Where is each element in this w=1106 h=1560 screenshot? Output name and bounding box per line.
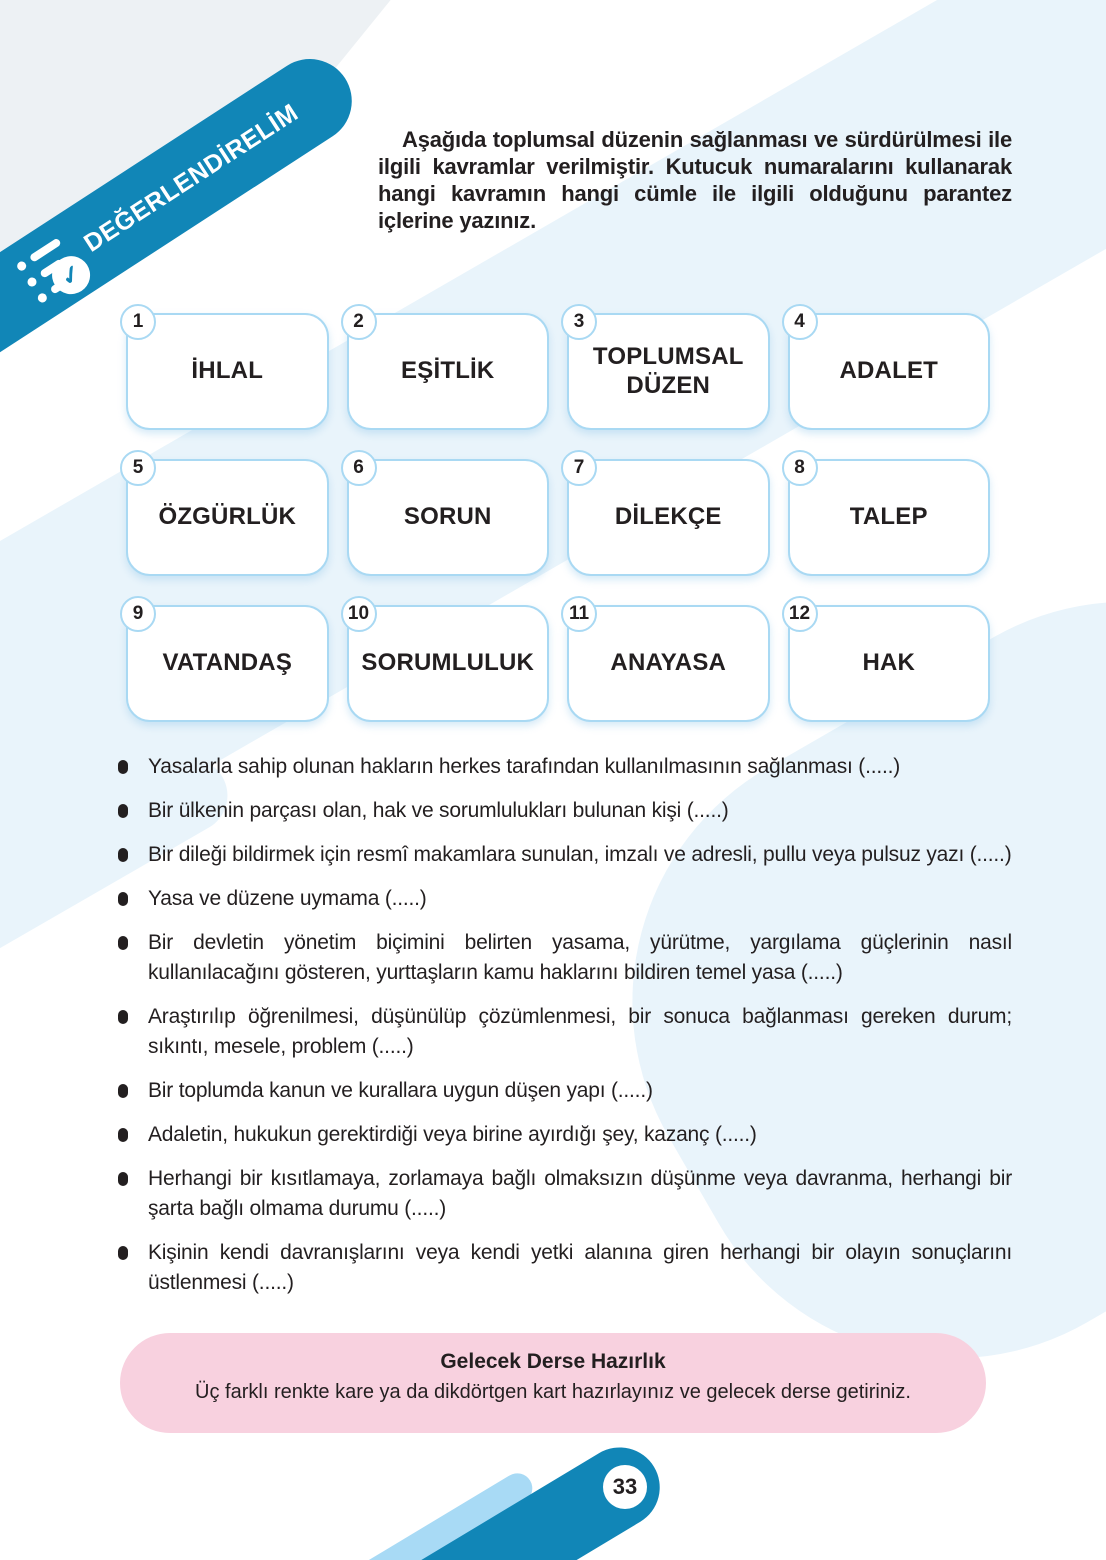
card-number-badge: 3: [561, 304, 597, 340]
concept-card-6: 6 SORUN: [340, 450, 549, 576]
instruction-paragraph: Aşağıda toplumsal düzenin sağlanması ve …: [378, 127, 1012, 233]
card-label: SORUMLULUK: [361, 649, 535, 677]
definition-text: Yasa ve düzene uymama (.....): [148, 887, 427, 910]
concept-card-1: 1 İHLAL: [120, 304, 329, 430]
card-label: VATANDAŞ: [162, 649, 293, 677]
definition-item: Bir ülkenin parçası olan, hak ve sorumlu…: [118, 796, 1012, 826]
definition-item: Yasalarla sahip olunan hakların herkes t…: [118, 752, 1012, 782]
checklist-check-icon: ✓: [13, 232, 98, 307]
concept-card-9: 9 VATANDAŞ: [120, 596, 329, 722]
card-label: TALEP: [849, 503, 928, 531]
definition-text: Adaletin, hukukun gerektirdiği veya biri…: [148, 1123, 757, 1146]
next-lesson-prep-box: Gelecek Derse Hazırlık Üç farklı renkte …: [120, 1333, 986, 1433]
definition-text: Bir dileği bildirmek için resmî makamlar…: [148, 843, 1012, 866]
card-number-badge: 10: [340, 596, 377, 632]
card-number-badge: 12: [781, 596, 818, 632]
card-number-badge: 1: [120, 304, 156, 340]
definition-item: Herhangi bir kısıtlamaya, zorlamaya bağl…: [118, 1164, 1012, 1224]
concept-card-5: 5 ÖZGÜRLÜK: [120, 450, 329, 576]
card-number-badge: 6: [340, 450, 377, 486]
card-label: ANAYASA: [610, 649, 727, 677]
concept-card-grid: 1 İHLAL 2 EŞİTLİK 3 TOPLUMSAL DÜZEN 4 AD…: [120, 304, 990, 722]
card-label: DİLEKÇE: [614, 503, 722, 531]
definition-text: Bir ülkenin parçası olan, hak ve sorumlu…: [148, 799, 729, 822]
definition-text: Kişinin kendi davranışlarını veya kendi …: [148, 1241, 1012, 1294]
card-number-badge: 8: [781, 450, 818, 486]
card-number-badge: 7: [561, 450, 597, 486]
bullet-dot: [118, 1128, 128, 1142]
prep-box-text: Üç farklı renkte kare ya da dikdörtgen k…: [195, 1381, 911, 1403]
definition-item: Bir dileği bildirmek için resmî makamlar…: [118, 840, 1012, 870]
definition-text: Bir toplumda kanun ve kurallara uygun dü…: [148, 1079, 653, 1102]
definition-item: Bir devletin yönetim biçimini belirten y…: [118, 928, 1012, 988]
bullet-dot: [118, 1246, 128, 1260]
card-label: SORUN: [403, 503, 492, 531]
card-label: ÖZGÜRLÜK: [158, 503, 297, 531]
concept-card-10: 10 SORUMLULUK: [340, 596, 549, 722]
card-number-badge: 11: [561, 596, 597, 632]
card-label: EŞİTLİK: [401, 357, 495, 385]
page-number: 33: [603, 1465, 647, 1509]
concept-card-8: 8 TALEP: [781, 450, 990, 576]
definition-text: Araştırılıp öğrenilmesi, düşünülüp çözüm…: [148, 1005, 1012, 1058]
card-number-badge: 2: [340, 304, 377, 340]
definition-text: Herhangi bir kısıtlamaya, zorlamaya bağl…: [148, 1167, 1012, 1220]
concept-card-11: 11 ANAYASA: [561, 596, 770, 722]
card-label: TOPLUMSAL DÜZEN: [592, 342, 744, 399]
definition-item: Kişinin kendi davranışlarını veya kendi …: [118, 1238, 1012, 1298]
bullet-dot: [118, 848, 128, 862]
prep-box-title: Gelecek Derse Hazırlık: [440, 1350, 666, 1373]
definition-text: Bir devletin yönetim biçimini belirten y…: [148, 931, 1012, 984]
definition-item: Yasa ve düzene uymama (.....): [118, 884, 1012, 914]
bullet-dot: [118, 760, 128, 774]
definition-item: Adaletin, hukukun gerektirdiği veya biri…: [118, 1120, 1012, 1150]
card-label: İHLAL: [191, 357, 264, 385]
card-number-badge: 4: [781, 304, 818, 340]
definition-list: Yasalarla sahip olunan hakların herkes t…: [118, 752, 1012, 1312]
bullet-dot: [118, 1172, 128, 1186]
check-icon: ✓: [44, 248, 98, 302]
card-label: ADALET: [839, 357, 939, 385]
card-number-badge: 9: [120, 596, 156, 632]
concept-card-12: 12 HAK: [781, 596, 990, 722]
concept-card-4: 4 ADALET: [781, 304, 990, 430]
concept-card-3: 3 TOPLUMSAL DÜZEN: [561, 304, 770, 430]
bullet-dot: [118, 892, 128, 906]
definition-text: Yasalarla sahip olunan hakların herkes t…: [148, 755, 901, 778]
card-number-badge: 5: [120, 450, 156, 486]
definition-item: Bir toplumda kanun ve kurallara uygun dü…: [118, 1076, 1012, 1106]
definition-item: Araştırılıp öğrenilmesi, düşünülüp çözüm…: [118, 1002, 1012, 1062]
concept-card-2: 2 EŞİTLİK: [340, 304, 549, 430]
bullet-dot: [118, 936, 128, 950]
bullet-dot: [118, 804, 128, 818]
bullet-dot: [118, 1084, 128, 1098]
concept-card-7: 7 DİLEKÇE: [561, 450, 770, 576]
card-label: HAK: [862, 649, 916, 677]
bullet-dot: [118, 1010, 128, 1024]
